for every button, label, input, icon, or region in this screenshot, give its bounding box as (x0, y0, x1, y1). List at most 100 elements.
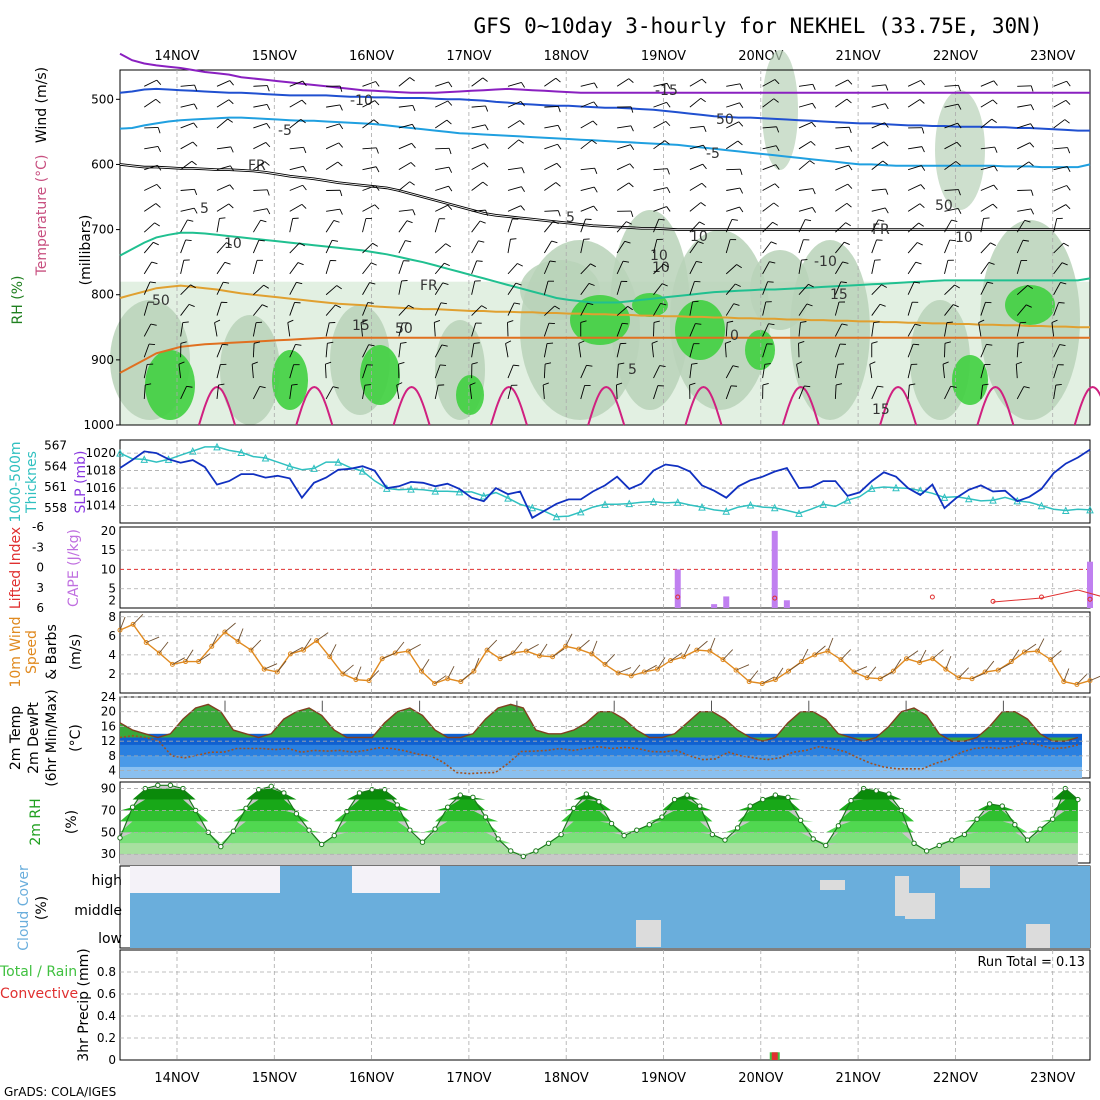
thickness-point (237, 448, 246, 456)
wind-barb (944, 322, 948, 337)
wind10m-point (301, 647, 307, 653)
wind-barb (653, 187, 668, 191)
wind-barb-feather (921, 146, 925, 153)
wind-barb-feather (798, 341, 805, 344)
wind-barb (252, 239, 260, 254)
wind10m-point (641, 669, 647, 675)
wind-barb-feather (622, 322, 629, 325)
wind-barb-feather (230, 146, 234, 153)
dewpoint-band (120, 766, 1082, 778)
wind10m-point (235, 639, 241, 645)
thickness-tick: 567 (44, 439, 67, 453)
wind-barb-feather (338, 142, 344, 148)
wind-barb-feather (1055, 383, 1062, 386)
wind-barb (143, 343, 150, 358)
wind-barb (944, 219, 952, 233)
wind-barb (725, 385, 732, 400)
wind10m-line (119, 623, 1091, 686)
rh2m-point (495, 836, 501, 842)
wind10m-frame (119, 611, 1091, 694)
wind-barb-feather (360, 319, 367, 323)
wind-barb (871, 219, 879, 233)
wind-barb-feather (154, 222, 160, 227)
wind-barb (253, 122, 267, 129)
wind-barb-feather (521, 82, 525, 88)
wind-barb-feather (411, 143, 416, 149)
rh2m-band (120, 799, 1078, 811)
wind-barb (726, 102, 740, 108)
wind-barb (653, 365, 661, 379)
contour-label: 10 (690, 229, 708, 245)
wind-barb-feather (954, 284, 960, 289)
wind-barb (289, 302, 295, 316)
wind-barb-feather (336, 285, 342, 290)
wind-barb-feather (990, 242, 996, 246)
wind-barb-feather (578, 340, 585, 344)
wind-barb-feather (773, 202, 779, 207)
wind10m-point (510, 650, 516, 656)
wind-barb (1017, 104, 1032, 108)
wind-barb (544, 162, 558, 171)
wind10m-point (681, 654, 687, 660)
wind-barb (398, 240, 406, 254)
wind-barb (834, 364, 839, 379)
wind10m-barb (906, 650, 919, 660)
wind-barb-feather (812, 84, 816, 91)
wind-barb (798, 102, 813, 108)
wind-barb (252, 260, 258, 274)
wind-barb (362, 344, 370, 358)
wind-barb (980, 262, 990, 275)
wind10m-barb (172, 657, 185, 665)
wind-barb (289, 118, 302, 129)
contour-label: 50 (935, 198, 953, 214)
wind-barb (653, 82, 668, 87)
wind-barb (289, 165, 304, 171)
wind-barb (1053, 364, 1059, 379)
wind10m-barb (264, 663, 278, 670)
wind10m-barb (657, 657, 666, 670)
pressure-tick: 800 (91, 288, 114, 302)
wind-barb-feather (622, 260, 630, 263)
wind10m-point (1061, 679, 1067, 685)
thickness-line (119, 446, 1091, 518)
rh2m-point (218, 843, 224, 850)
wind-barb (835, 79, 849, 87)
wind-barb-feather (193, 103, 198, 110)
rh2m-band (120, 821, 1078, 833)
wind-barb-feather (770, 241, 777, 245)
wind-barb-feather (254, 341, 261, 344)
wind-barb (544, 210, 559, 212)
wind-barb (689, 281, 695, 295)
wind-barb (325, 322, 330, 337)
wind-barb (398, 77, 411, 87)
wind-barb-feather (376, 147, 379, 154)
wind10m-barb (198, 653, 211, 662)
thickness-point (940, 493, 949, 501)
rh2m-point (129, 804, 136, 810)
wind-barb-feather (327, 341, 334, 344)
wind-barb-feather (736, 264, 742, 269)
wind-barb-feather (1029, 142, 1035, 148)
wind10m-barb (355, 666, 362, 680)
rh-shading-high (675, 300, 725, 360)
wind-barb-feather (485, 209, 489, 216)
wind-barb-feather (448, 148, 452, 155)
wind-barb-feather (262, 304, 268, 308)
wind-barb-feather (1059, 344, 1066, 347)
wind-barb (835, 164, 849, 171)
wind-barb-feather (510, 238, 517, 240)
wind-barb (1015, 364, 1018, 379)
rh2m-point (432, 826, 438, 832)
date-label-bottom: 23NOV (1030, 1071, 1075, 1086)
wind-barb-feather (337, 161, 343, 167)
wind-barb (362, 262, 372, 275)
wind-barb (907, 323, 916, 337)
wind-barb-feather (920, 184, 926, 190)
wind-barb (362, 166, 377, 171)
wind-barb-feather (956, 141, 962, 147)
wind-barb (907, 302, 913, 316)
wind-barb-feather (882, 160, 888, 165)
wind-barb (507, 81, 522, 87)
wind-barb (362, 185, 376, 191)
cape-bar (783, 600, 790, 608)
